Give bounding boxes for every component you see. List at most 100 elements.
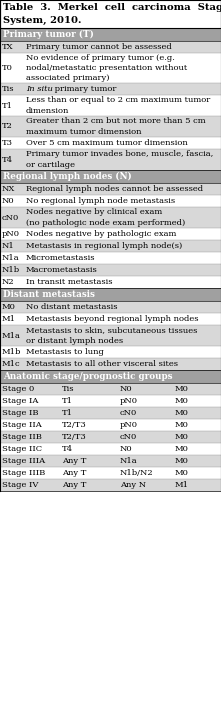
Bar	[0, 313, 221, 325]
Text: maximum tumor dimension: maximum tumor dimension	[26, 128, 141, 136]
Bar	[0, 288, 221, 301]
Text: M0: M0	[175, 397, 189, 405]
Bar	[0, 252, 221, 264]
Text: N1a: N1a	[120, 457, 138, 465]
Text: cN0: cN0	[120, 409, 137, 417]
Text: M0: M0	[175, 409, 189, 417]
Text: nodal/metastatic presentation without: nodal/metastatic presentation without	[26, 64, 187, 72]
Text: N1: N1	[2, 242, 15, 250]
Text: Nodes negative by pathologic exam: Nodes negative by pathologic exam	[26, 230, 176, 238]
Bar	[0, 358, 221, 370]
Text: T2/T3: T2/T3	[62, 433, 87, 441]
Bar	[0, 195, 221, 207]
Text: T1: T1	[62, 409, 73, 417]
Text: M1c: M1c	[2, 360, 21, 368]
Text: No regional lymph node metastasis: No regional lymph node metastasis	[26, 197, 175, 205]
Text: pN0: pN0	[120, 421, 138, 429]
Text: Stage IV: Stage IV	[2, 481, 38, 489]
Text: In situ: In situ	[26, 85, 53, 93]
Text: Stage IIC: Stage IIC	[2, 445, 42, 453]
Text: Anatomic stage/prognostic groups: Anatomic stage/prognostic groups	[3, 372, 173, 381]
Text: No evidence of primary tumor (e.g.: No evidence of primary tumor (e.g.	[26, 54, 175, 62]
Bar	[0, 116, 221, 137]
Text: T0: T0	[2, 64, 13, 72]
Text: T2: T2	[2, 122, 13, 131]
Text: M1: M1	[2, 315, 16, 323]
Text: Metastasis to lung: Metastasis to lung	[26, 348, 104, 356]
Text: T3: T3	[2, 139, 13, 147]
Text: N2: N2	[2, 278, 15, 286]
Bar	[0, 228, 221, 240]
Text: M0: M0	[175, 385, 189, 393]
Text: N0: N0	[120, 445, 133, 453]
Text: M0: M0	[175, 445, 189, 453]
Bar	[0, 137, 221, 149]
Text: Stage IA: Stage IA	[2, 397, 38, 405]
Bar	[0, 455, 221, 467]
Bar	[0, 149, 221, 170]
Text: Tis: Tis	[2, 85, 15, 93]
Text: Any T: Any T	[62, 469, 86, 477]
Text: Metastasis to skin, subcutaneous tissues: Metastasis to skin, subcutaneous tissues	[26, 326, 197, 334]
Text: T1: T1	[62, 397, 73, 405]
Bar	[0, 407, 221, 419]
Text: M1b: M1b	[2, 348, 21, 356]
Bar	[0, 83, 221, 95]
Text: N1a: N1a	[2, 254, 20, 262]
Text: N1b/N2: N1b/N2	[120, 469, 154, 477]
Text: T4: T4	[2, 155, 13, 164]
Text: or cartilage: or cartilage	[26, 161, 75, 169]
Text: TX: TX	[2, 43, 14, 51]
Text: Primary tumor cannot be assessed: Primary tumor cannot be assessed	[26, 43, 172, 51]
Text: M1a: M1a	[2, 332, 21, 340]
Bar	[0, 431, 221, 443]
Text: M0: M0	[175, 421, 189, 429]
Text: cN0: cN0	[120, 433, 137, 441]
Text: pN0: pN0	[2, 230, 20, 238]
Bar	[0, 28, 221, 41]
Text: M0: M0	[2, 303, 16, 311]
Text: (no pathologic node exam performed): (no pathologic node exam performed)	[26, 219, 185, 227]
Text: Stage IIIB: Stage IIIB	[2, 469, 45, 477]
Text: System, 2010.: System, 2010.	[3, 16, 82, 25]
Text: Metastasis in regional lymph node(s): Metastasis in regional lymph node(s)	[26, 242, 182, 250]
Bar	[0, 41, 221, 53]
Text: Stage IIIA: Stage IIIA	[2, 457, 45, 465]
Text: Metastasis beyond regional lymph nodes: Metastasis beyond regional lymph nodes	[26, 315, 198, 323]
Text: Regional lymph nodes (N): Regional lymph nodes (N)	[3, 172, 132, 181]
Text: N0: N0	[2, 197, 15, 205]
Text: Tis: Tis	[62, 385, 74, 393]
Bar	[0, 443, 221, 455]
Bar	[0, 264, 221, 276]
Bar	[0, 467, 221, 479]
Text: Primary tumor invades bone, muscle, fascia,: Primary tumor invades bone, muscle, fasc…	[26, 150, 213, 158]
Bar	[0, 346, 221, 358]
Text: associated primary): associated primary)	[26, 74, 109, 82]
Bar	[0, 53, 221, 83]
Text: NX: NX	[2, 185, 15, 193]
Text: Greater than 2 cm but not more than 5 cm: Greater than 2 cm but not more than 5 cm	[26, 117, 206, 125]
Bar	[0, 183, 221, 195]
Bar	[0, 170, 221, 183]
Text: Less than or equal to 2 cm maximum tumor: Less than or equal to 2 cm maximum tumor	[26, 97, 210, 104]
Text: No distant metastasis: No distant metastasis	[26, 303, 118, 311]
Text: N1b: N1b	[2, 266, 20, 274]
Text: Micrometastasis: Micrometastasis	[26, 254, 95, 262]
Text: Stage IB: Stage IB	[2, 409, 38, 417]
Text: Stage IIB: Stage IIB	[2, 433, 42, 441]
Text: Primary tumor (T): Primary tumor (T)	[3, 30, 94, 39]
Bar	[0, 95, 221, 116]
Text: pN0: pN0	[120, 397, 138, 405]
Text: N0: N0	[120, 385, 133, 393]
Text: T4: T4	[62, 445, 73, 453]
Bar	[0, 479, 221, 491]
Text: Stage 0: Stage 0	[2, 385, 34, 393]
Bar	[0, 325, 221, 346]
Text: Table  3.  Merkel  cell  carcinoma  Staging: Table 3. Merkel cell carcinoma Staging	[3, 3, 221, 12]
Text: T2/T3: T2/T3	[62, 421, 87, 429]
Bar	[0, 276, 221, 288]
Text: T1: T1	[2, 102, 13, 109]
Text: Macrometastasis: Macrometastasis	[26, 266, 98, 274]
Text: Any N: Any N	[120, 481, 146, 489]
Text: Any T: Any T	[62, 481, 86, 489]
